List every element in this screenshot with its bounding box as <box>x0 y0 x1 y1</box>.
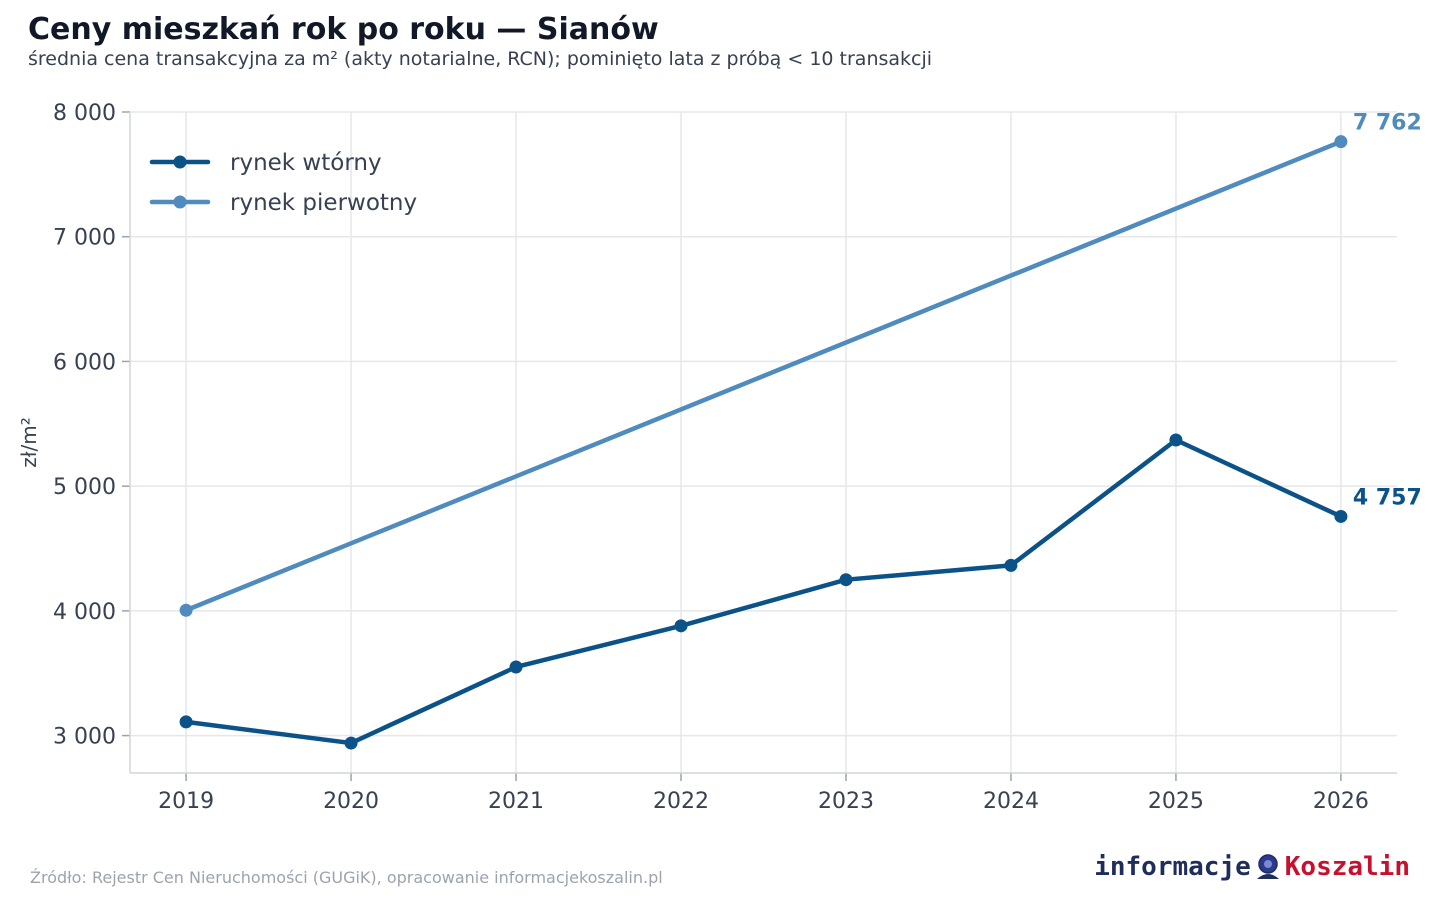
legend-swatch-marker <box>173 155 187 169</box>
data-point <box>179 603 193 617</box>
data-point <box>1169 433 1183 447</box>
legend-swatch-marker <box>173 195 187 209</box>
series-line-1 <box>183 139 1344 613</box>
x-tick-label: 2024 <box>983 789 1039 814</box>
logo-text-informacje: informacje <box>1094 852 1251 882</box>
data-point <box>1334 135 1348 149</box>
legend-label: rynek pierwotny <box>230 190 417 216</box>
x-tick-label: 2020 <box>323 789 379 814</box>
data-point <box>839 573 853 587</box>
x-tick-label: 2023 <box>818 789 874 814</box>
data-point <box>674 619 688 633</box>
y-tick-label: 3 000 <box>53 725 116 750</box>
y-axis-label: zł/m² <box>17 417 41 467</box>
source-note: Źródło: Rejestr Cen Nieruchomości (GUGiK… <box>30 868 663 887</box>
end-value-label: 4 757 <box>1353 485 1422 510</box>
data-point <box>179 715 193 729</box>
logo-text-koszalin: Koszalin <box>1284 852 1410 882</box>
y-tick-label: 6 000 <box>53 350 116 375</box>
x-tick-label: 2019 <box>158 789 214 814</box>
legend-label: rynek wtórny <box>230 150 382 176</box>
x-tick-label: 2021 <box>488 789 544 814</box>
logo-emblem-icon <box>1254 853 1282 881</box>
data-point <box>1334 509 1348 523</box>
y-tick-label: 7 000 <box>53 226 116 251</box>
y-tick-label: 5 000 <box>53 475 116 500</box>
chart-subtitle: średnia cena transakcyjna za m² (akty no… <box>28 48 933 70</box>
data-point <box>1004 558 1018 572</box>
x-tick-label: 2026 <box>1313 789 1369 814</box>
x-tick-label: 2025 <box>1148 789 1204 814</box>
chart-title: Ceny mieszkań rok po roku — Sianów <box>28 12 659 47</box>
y-tick-label: 8 000 <box>53 101 116 126</box>
publisher-logo: informacje Koszalin <box>1094 852 1410 882</box>
data-point <box>344 736 358 750</box>
x-tick-label: 2022 <box>653 789 709 814</box>
series-line-0 <box>183 437 1344 746</box>
end-value-label: 7 762 <box>1353 111 1422 136</box>
data-point <box>509 660 523 674</box>
y-tick-label: 4 000 <box>53 600 116 625</box>
